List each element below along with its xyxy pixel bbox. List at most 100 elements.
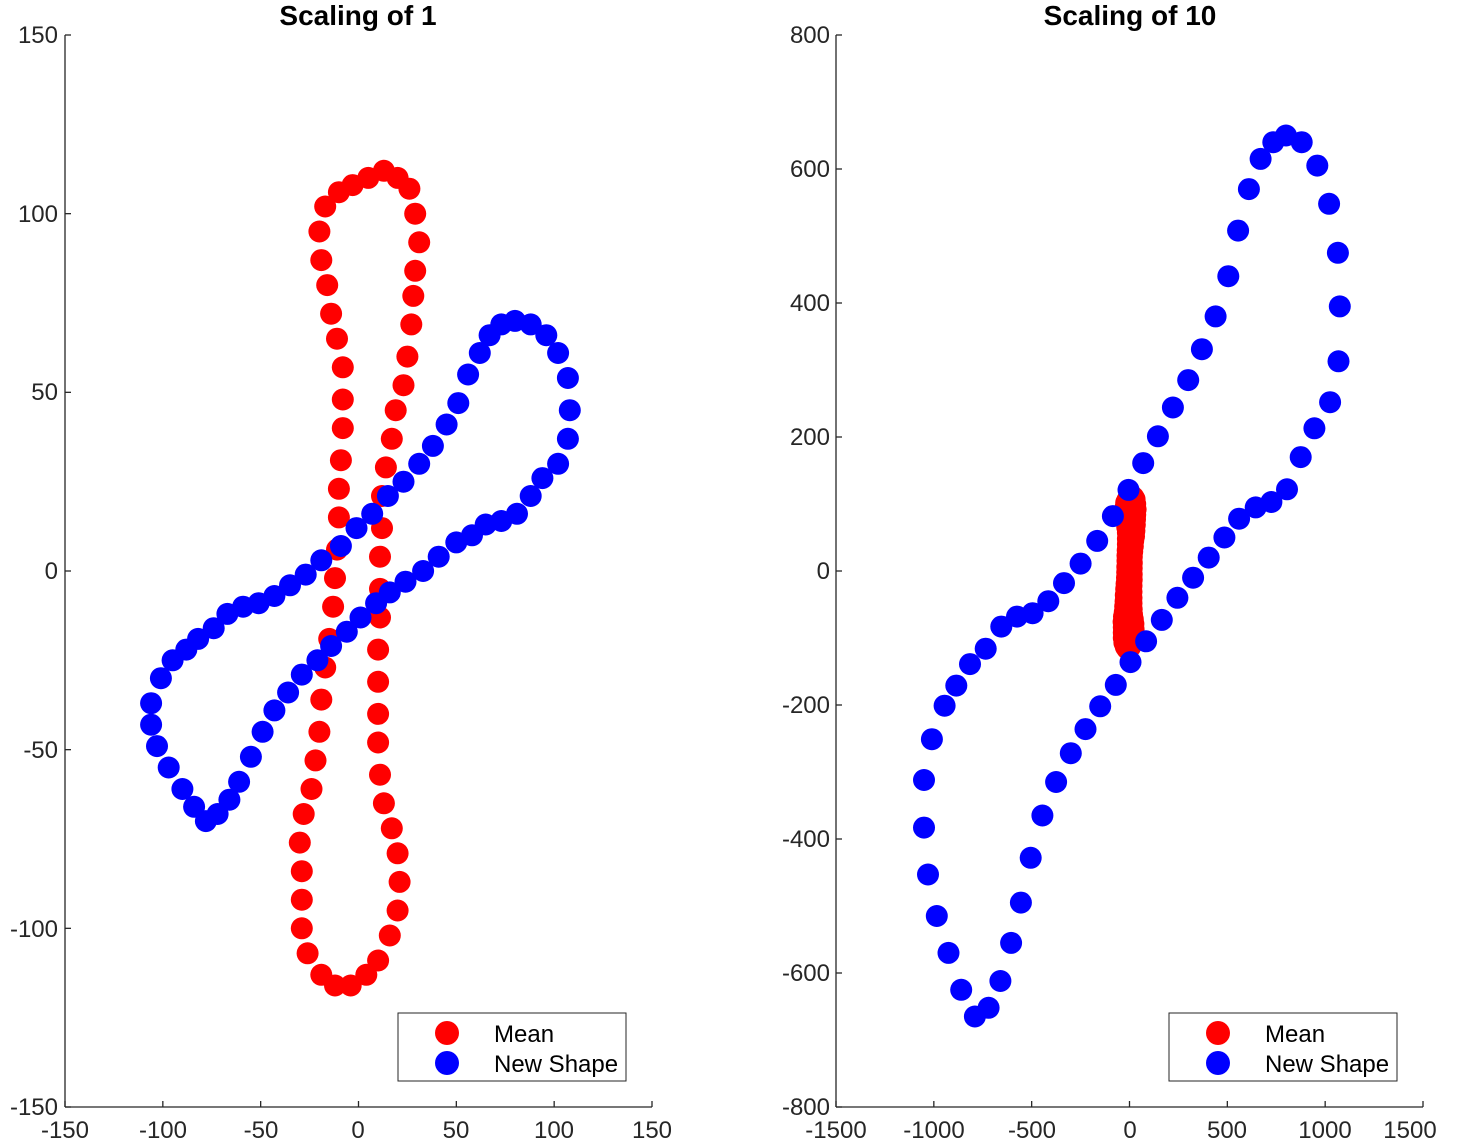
mean-point [308, 220, 331, 243]
x-tick-label: 0 [1123, 1117, 1136, 1142]
new-shape-point [945, 674, 968, 697]
mean-point [329, 449, 352, 472]
new-shape-point [950, 978, 973, 1001]
new-shape-point [959, 653, 981, 676]
y-tick-label: 200 [790, 424, 830, 451]
x-tick-label: 1000 [1298, 1117, 1351, 1142]
mean-point [327, 506, 350, 529]
new-shape-point [1318, 192, 1341, 215]
new-shape-point [531, 467, 554, 490]
new-shape-point [547, 342, 570, 364]
new-shape-point [1289, 446, 1312, 469]
new-shape-point [1217, 265, 1240, 288]
x-tick-label: 100 [534, 1117, 574, 1142]
x-tick-label: -1500 [805, 1117, 866, 1142]
mean-point [367, 638, 390, 661]
mean-point [374, 456, 397, 479]
y-tick-label: 600 [790, 156, 830, 183]
new-shape-point [294, 563, 317, 586]
new-shape-point [239, 745, 262, 768]
mean-point [398, 177, 421, 200]
new-shape-point [457, 363, 480, 386]
new-shape-point [1000, 931, 1023, 954]
new-shape-point [1327, 350, 1350, 373]
new-shape-point [1166, 586, 1189, 609]
new-shape-point [1074, 718, 1097, 741]
new-shape-point [1197, 546, 1220, 569]
new-shape-point [320, 635, 343, 657]
new-shape-point [251, 720, 274, 743]
legend: Mean New Shape [397, 1012, 627, 1082]
x-tick-label: -50 [244, 1117, 279, 1142]
new-shape-point [1213, 526, 1236, 549]
new-shape-point [1101, 505, 1124, 528]
axis-y: -150 -100 -50 0 50 100 150 [10, 22, 71, 1121]
new-shape-point [408, 452, 431, 475]
new-shape-point [1204, 305, 1227, 328]
mean-point [290, 860, 313, 883]
mean-point [310, 249, 333, 272]
new-shape-point [1182, 566, 1205, 589]
new-shape-point [1135, 630, 1158, 653]
new-shape-point [345, 517, 368, 540]
new-shape-point [306, 649, 329, 672]
mean-point [322, 595, 345, 618]
mean-point [380, 427, 403, 450]
x-tick-label: 150 [632, 1117, 672, 1142]
new-shape-point [1146, 425, 1169, 448]
mean-point [404, 259, 427, 282]
mean-point [320, 302, 343, 325]
new-shape-point [365, 592, 388, 615]
mean-point [372, 792, 395, 815]
mean-point [339, 974, 362, 997]
new-shape-point [490, 313, 513, 336]
new-shape-point [1276, 478, 1298, 501]
new-shape-point [937, 941, 960, 964]
new-shape-point [1328, 295, 1351, 318]
new-shape-point [519, 313, 542, 336]
new-shape-point [963, 1005, 986, 1028]
y-tick-label: 150 [18, 22, 58, 49]
new-shape-point [394, 570, 417, 593]
mean-point [392, 374, 415, 397]
new-shape-point [392, 470, 415, 493]
mean-point [369, 545, 391, 568]
y-tick-label: 0 [817, 558, 830, 585]
legend-label-mean: Mean [494, 1021, 554, 1048]
mean-point [400, 313, 423, 336]
mean-point [367, 670, 390, 693]
y-tick-label: -600 [782, 960, 830, 987]
series-new-shape [913, 124, 1351, 1028]
new-shape-point [917, 863, 939, 886]
new-shape-point [519, 485, 542, 507]
new-shape-point [1019, 846, 1042, 869]
x-tick-label: 500 [1207, 1117, 1247, 1142]
y-tick-label: -200 [782, 692, 830, 719]
new-shape-point [558, 399, 581, 422]
mean-point [384, 399, 407, 422]
mean-point [355, 963, 378, 986]
new-shape-point [1306, 154, 1329, 177]
mean-point [402, 284, 425, 307]
axis-x: -1500 -1000 -500 0 500 1000 1500 [805, 1101, 1437, 1142]
new-shape-point [146, 735, 168, 758]
new-shape-point [989, 970, 1012, 992]
mean-point [386, 842, 409, 865]
new-shape-point [445, 531, 468, 554]
new-shape-point [1117, 478, 1140, 501]
x-tick-label: 1500 [1383, 1117, 1436, 1142]
new-shape-point [1021, 602, 1044, 625]
new-shape-point [1319, 391, 1342, 414]
y-tick-label: -50 [23, 737, 58, 764]
chart-title: Scaling of 1 [279, 0, 436, 31]
legend-label-new-shape: New Shape [494, 1051, 618, 1078]
mean-point [331, 417, 354, 440]
legend-marker-new-shape [1206, 1051, 1230, 1075]
legend-box [1168, 1012, 1398, 1082]
y-tick-label: 400 [790, 290, 830, 317]
new-shape-point [228, 770, 251, 793]
new-shape-point [1326, 241, 1349, 264]
new-shape-point [187, 627, 210, 650]
y-tick-label: -400 [782, 826, 830, 853]
axis-y: -800 -600 -400 -200 0 200 400 600 800 [782, 22, 842, 1121]
